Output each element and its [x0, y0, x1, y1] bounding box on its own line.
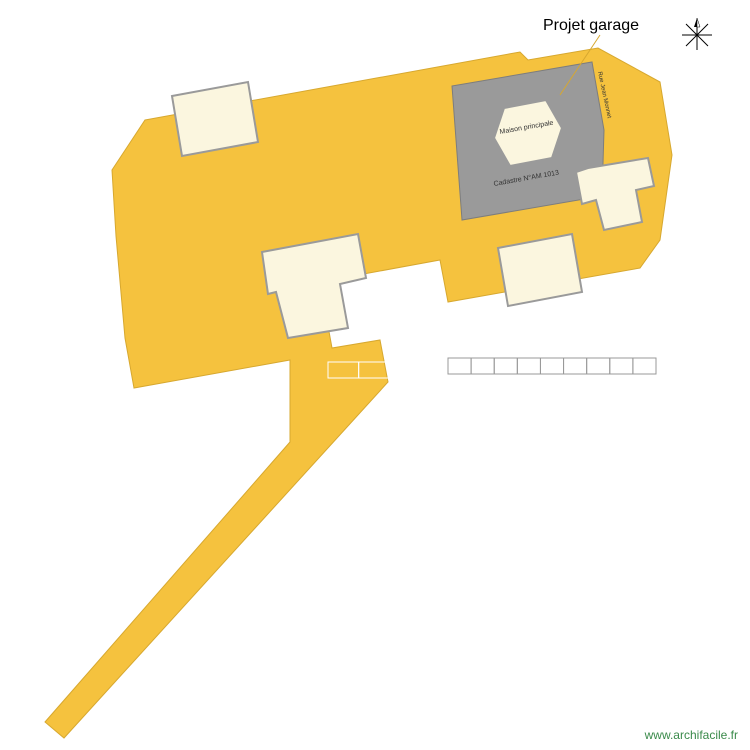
compass-icon — [680, 18, 714, 57]
plan-svg: Maison principaleCadastre N°AM 1013Rue J… — [0, 0, 750, 750]
attribution-link[interactable]: www.archifacile.fr — [645, 728, 738, 742]
plan-title: Projet garage — [543, 17, 639, 35]
plan-stage: { "canvas":{"w":750,"h":750}, "title":{"… — [0, 0, 750, 750]
